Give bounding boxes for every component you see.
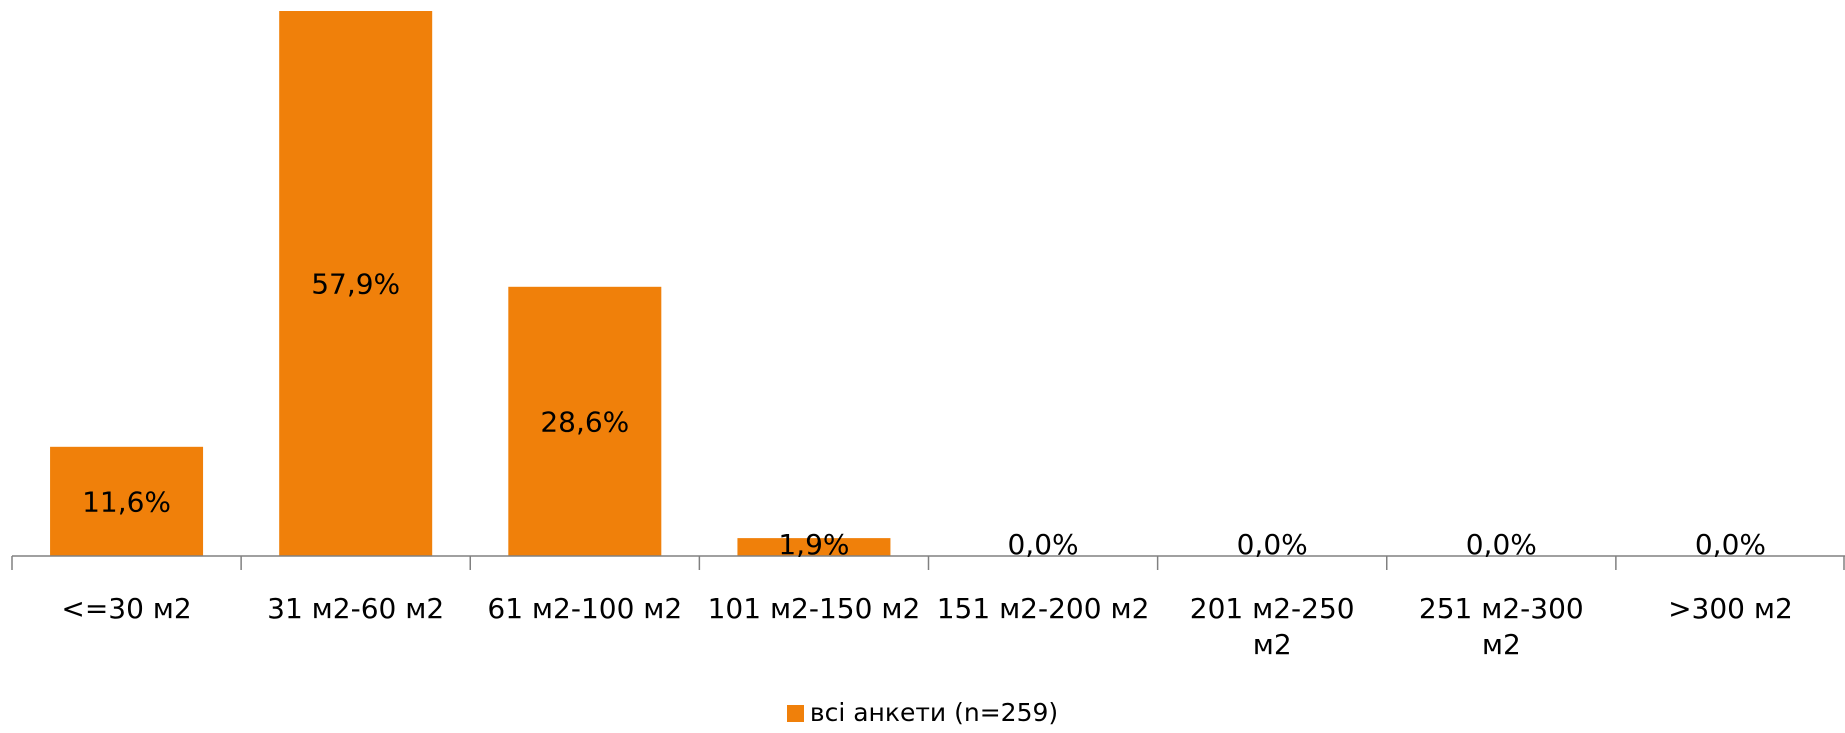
x-tick-label: 61 м2-100 м2: [487, 592, 682, 625]
legend-label: всі анкети (n=259): [809, 698, 1059, 727]
bar-chart: 11,6% 57,9% 28,6% 1,9% 0,0% 0,0% 0,0% 0,0% <=30 …: [11, 11, 1845, 661]
x-tick-label: 31 м2-60 м2: [267, 592, 444, 625]
x-tick-label: 151 м2-200 м2: [937, 592, 1150, 625]
data-label: 1,9%: [778, 528, 849, 561]
x-tick-label: 201 м2-250 м2: [1190, 592, 1355, 661]
bar: [279, 11, 433, 556]
data-label: 57,9%: [311, 268, 400, 301]
data-label: 0,0%: [1466, 528, 1537, 561]
data-label: 11,6%: [82, 485, 171, 518]
data-label: 28,6%: [540, 405, 629, 438]
bar: [737, 538, 891, 556]
data-label: 0,0%: [1007, 528, 1078, 561]
x-tick-label: <=30 м2: [61, 592, 191, 625]
x-tick-label: 251 м2-300 м2: [1419, 592, 1584, 661]
x-tick-label: 101 м2-150 м2: [708, 592, 921, 625]
data-label: 0,0%: [1695, 528, 1766, 561]
data-label: 0,0%: [1237, 528, 1308, 561]
bar: [50, 446, 204, 556]
legend-swatch: [786, 705, 804, 722]
x-tick-label: >300 м2: [1668, 592, 1793, 625]
bar: [508, 286, 662, 556]
legend: всі анкети (n=259): [0, 698, 1845, 728]
